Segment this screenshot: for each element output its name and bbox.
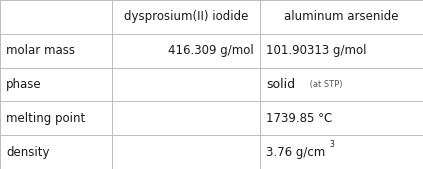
Text: dysprosium(II) iodide: dysprosium(II) iodide: [124, 10, 248, 23]
Text: density: density: [6, 146, 50, 159]
Text: melting point: melting point: [6, 112, 85, 125]
Text: phase: phase: [6, 78, 42, 91]
Text: solid: solid: [266, 78, 296, 91]
Text: 3: 3: [329, 140, 334, 149]
Text: aluminum arsenide: aluminum arsenide: [284, 10, 399, 23]
Text: 101.90313 g/mol: 101.90313 g/mol: [266, 44, 367, 57]
Text: molar mass: molar mass: [6, 44, 75, 57]
Text: (at STP): (at STP): [307, 80, 342, 89]
Text: 3.76 g/cm: 3.76 g/cm: [266, 146, 326, 159]
Text: 416.309 g/mol: 416.309 g/mol: [168, 44, 254, 57]
Text: 1739.85 °C: 1739.85 °C: [266, 112, 333, 125]
